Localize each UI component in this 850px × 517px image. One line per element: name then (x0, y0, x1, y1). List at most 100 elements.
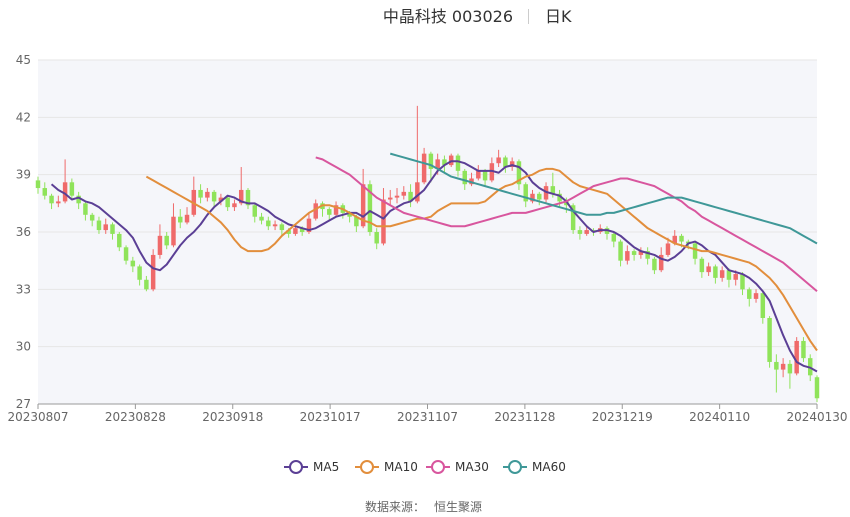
legend-label: MA60 (532, 460, 566, 474)
candle (35, 176, 41, 194)
candle (577, 226, 583, 240)
candle-body (462, 170, 467, 185)
candle-body (401, 191, 407, 196)
candle-body (672, 235, 677, 244)
candle (455, 153, 461, 177)
candle-body (225, 197, 230, 208)
candle-body (205, 191, 210, 198)
legend[interactable]: MA5 MA10 MA30 MA60 (284, 460, 566, 474)
candle-body (747, 289, 752, 299)
y-tick-label: 27 (16, 397, 31, 411)
legend-item-ma10[interactable]: MA10 (355, 460, 418, 474)
candle (496, 149, 501, 168)
candle-body (442, 159, 447, 166)
candle (652, 256, 657, 275)
candle-body (760, 293, 766, 318)
candle-body (692, 243, 698, 259)
candle-body (62, 182, 68, 202)
candle-body (306, 218, 312, 232)
candle-body (49, 195, 54, 204)
candle-body (658, 254, 664, 271)
candle-body (374, 232, 379, 244)
x-tick-label: 20231017 (300, 410, 361, 424)
candle-body (496, 157, 501, 164)
candle-body (530, 193, 535, 202)
candle-body (327, 209, 332, 215)
candle (625, 245, 630, 265)
candle-body (415, 182, 420, 202)
y-tick-label: 45 (16, 53, 31, 67)
candle-body (618, 241, 623, 261)
candle (618, 239, 623, 267)
candle (252, 203, 258, 223)
candle (42, 182, 48, 200)
title-separator (528, 9, 529, 24)
candle-body (435, 159, 440, 169)
candle (89, 212, 95, 227)
candle-body (774, 361, 779, 370)
candle (171, 203, 176, 248)
candle (814, 375, 820, 403)
candle-body (794, 340, 799, 374)
candle-body (394, 195, 400, 198)
x-tick-label: 20230918 (202, 410, 263, 424)
legend-marker (508, 460, 522, 474)
candle-body (557, 193, 562, 202)
candle-body (645, 251, 650, 259)
source-value: 恒生聚源 (434, 500, 482, 514)
candle-body (388, 197, 393, 200)
y-tick-label: 42 (16, 110, 31, 124)
candle-body (157, 235, 163, 255)
ma-line-ma30 (315, 156, 818, 293)
chart-title: 中晶科技 003026 (383, 7, 513, 26)
candle-body (184, 214, 190, 223)
candle (76, 191, 81, 210)
candle-body (753, 293, 759, 299)
candle (631, 249, 637, 261)
candle (211, 189, 217, 208)
legend-item-ma30[interactable]: MA30 (426, 460, 489, 474)
candle-body (706, 266, 711, 273)
legend-marker (289, 460, 303, 474)
data-source: 数据来源： 恒生聚源 (365, 499, 482, 514)
candle-body (272, 224, 278, 227)
candle-body (218, 197, 224, 202)
source-label: 数据来源： (365, 499, 425, 514)
candle-body (550, 186, 556, 194)
candle-body (719, 270, 725, 278)
candle (516, 159, 522, 190)
legend-item-ma5[interactable]: MA5 (284, 460, 339, 474)
candle-body (408, 191, 413, 202)
candle (150, 249, 156, 292)
candle (523, 182, 528, 208)
candle (503, 155, 508, 173)
candle-body (367, 184, 373, 232)
candle (740, 272, 745, 296)
candle-body (564, 201, 569, 206)
candle (117, 232, 122, 252)
legend-item-ma60[interactable]: MA60 (503, 460, 566, 474)
candle-body (211, 191, 217, 202)
candle (103, 218, 108, 234)
candle-body (171, 216, 176, 246)
candle-body (137, 266, 142, 280)
candle-body (313, 203, 318, 219)
candle-body (69, 182, 75, 196)
candle-body (123, 247, 129, 261)
candle (428, 151, 434, 183)
candle-body (476, 170, 481, 179)
candle (225, 195, 230, 211)
candle (184, 207, 190, 225)
candle (178, 209, 183, 229)
candle-body (652, 258, 657, 271)
candle (747, 287, 752, 307)
x-tick-label: 20240110 (689, 410, 750, 424)
candle-body (665, 243, 671, 255)
candle (611, 232, 617, 248)
candle-body (89, 214, 95, 221)
candle (205, 188, 210, 202)
candle-body (252, 205, 258, 217)
candle (537, 191, 542, 206)
x-tick-label: 20231219 (592, 410, 653, 424)
candle-body (801, 340, 806, 359)
